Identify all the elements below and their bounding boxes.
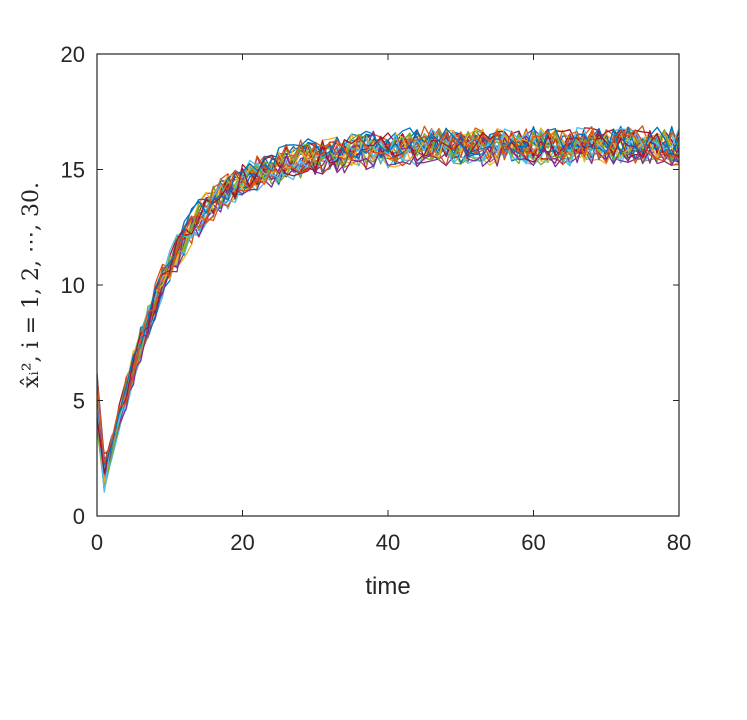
ticks-layer: 0 20 40 60 80 0 5 10 15 20 [61, 42, 692, 555]
y-tick-label: 5 [73, 389, 85, 414]
x-tick-label: 80 [667, 530, 691, 555]
x-tick-label: 0 [91, 530, 103, 555]
y-tick-label: 10 [61, 273, 85, 298]
series-line [97, 131, 679, 474]
x-tick-label: 60 [521, 530, 545, 555]
y-tick-label: 20 [61, 42, 85, 67]
series-layer [97, 125, 679, 493]
x-tick-label: 40 [376, 530, 400, 555]
y-tick-label: 15 [61, 158, 85, 183]
x-tick-label: 20 [230, 530, 254, 555]
y-axis-title: x̂ᵢ², i = 1, 2, ⋯, 30. [19, 182, 44, 388]
plot-background [97, 54, 679, 516]
y-tick-label: 0 [73, 504, 85, 529]
series-line [97, 129, 679, 463]
series-line [97, 125, 679, 466]
x-axis-title: time [365, 573, 410, 600]
